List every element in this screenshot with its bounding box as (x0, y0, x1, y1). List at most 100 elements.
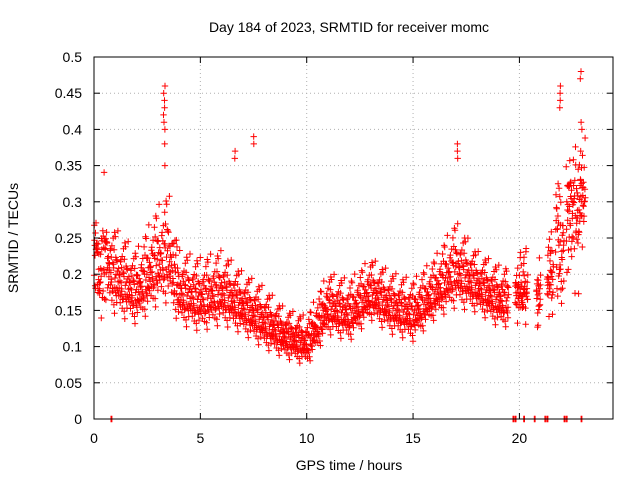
data-point (574, 214, 581, 222)
data-point (284, 328, 291, 335)
data-point (558, 256, 566, 263)
data-point (484, 307, 491, 314)
data-point (523, 285, 531, 292)
data-point (151, 282, 158, 290)
data-point (556, 90, 564, 97)
data-point (107, 269, 115, 276)
data-point (469, 271, 477, 278)
data-point (504, 314, 512, 321)
data-point (162, 299, 170, 307)
data-point (579, 243, 586, 251)
data-point (287, 312, 294, 319)
data-point (570, 182, 577, 189)
data-point (358, 267, 365, 274)
data-point (554, 292, 561, 300)
data-point (307, 308, 314, 316)
data-point (148, 244, 155, 251)
data-point (205, 290, 212, 298)
data-point (409, 338, 417, 345)
data-point (581, 164, 588, 171)
data-point (493, 266, 500, 273)
data-point (310, 299, 317, 306)
data-point (231, 306, 239, 313)
data-point (180, 278, 187, 285)
data-point (412, 326, 419, 334)
data-point (136, 299, 143, 307)
data-point (549, 311, 556, 318)
data-point (458, 257, 465, 264)
data-point (524, 279, 531, 286)
data-point (97, 251, 104, 258)
data-point (119, 268, 127, 276)
data-point (113, 257, 121, 265)
data-point (225, 261, 232, 268)
data-point (558, 248, 566, 255)
data-point (477, 285, 484, 292)
data-point (560, 277, 567, 285)
data-point (271, 326, 278, 333)
data-point (563, 163, 570, 170)
data-point (267, 340, 275, 347)
data-point (492, 263, 499, 271)
data-point (279, 302, 286, 310)
data-point (557, 265, 564, 273)
data-point (378, 318, 385, 325)
data-point (206, 277, 213, 285)
data-point (161, 140, 168, 148)
y-tick-label: 0.2 (63, 266, 83, 282)
data-point (170, 299, 177, 306)
data-point (121, 308, 128, 315)
data-point (490, 285, 497, 293)
data-point (317, 288, 324, 295)
data-point (410, 280, 417, 287)
data-point (172, 252, 179, 259)
data-point (429, 312, 437, 319)
data-point (169, 280, 176, 288)
data-point (137, 278, 144, 285)
data-point (559, 285, 566, 292)
data-point (554, 212, 562, 220)
data-point (535, 306, 543, 313)
data-point (503, 297, 510, 305)
data-point (244, 328, 251, 335)
data-point (171, 261, 178, 268)
grid-lines (94, 57, 613, 419)
y-tick-label: 0.3 (63, 194, 83, 210)
data-point (92, 229, 99, 237)
data-point (108, 278, 115, 286)
data-point (328, 276, 335, 283)
data-point (481, 308, 488, 316)
data-point (196, 306, 204, 313)
data-point (577, 75, 584, 82)
data-point (155, 201, 163, 208)
data-point (250, 133, 257, 140)
data-point (240, 305, 247, 312)
data-point (475, 248, 482, 255)
data-point (406, 317, 414, 324)
data-point (162, 220, 169, 228)
data-point (389, 331, 396, 338)
data-point (318, 288, 325, 296)
data-point (396, 313, 403, 321)
data-point (537, 281, 544, 289)
data-point (572, 143, 579, 151)
data-point (454, 155, 461, 162)
x-tick-label: 15 (405, 430, 421, 446)
data-point (207, 250, 214, 258)
data-point (461, 306, 468, 313)
data-point (565, 183, 572, 190)
data-point (579, 202, 587, 209)
data-point (399, 289, 406, 296)
data-point (165, 282, 172, 290)
data-point (478, 275, 486, 282)
data-point (480, 278, 487, 286)
data-point (111, 274, 119, 282)
data-point (170, 279, 177, 286)
data-point (360, 314, 367, 321)
data-point (165, 263, 172, 271)
data-point (520, 260, 527, 267)
data-point (105, 253, 112, 260)
data-point (248, 275, 255, 282)
data-point (334, 297, 341, 304)
